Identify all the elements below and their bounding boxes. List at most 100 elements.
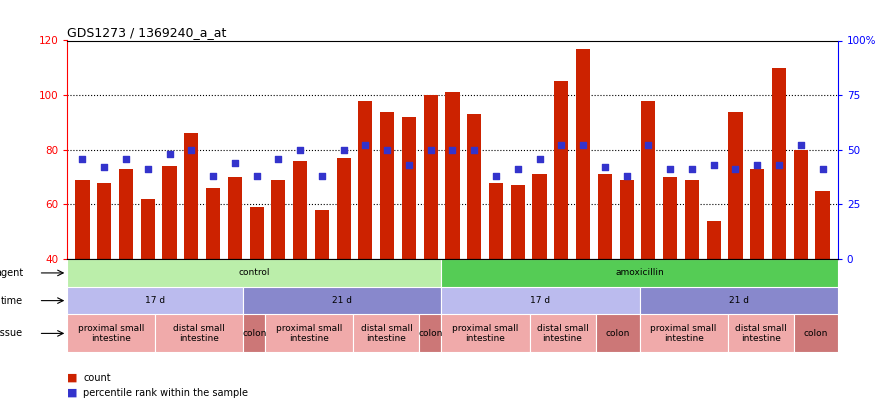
Point	[663, 166, 677, 173]
Bar	[442, 259, 838, 287]
Bar	[794, 314, 838, 352]
Point	[249, 173, 263, 179]
Text: tissue: tissue	[0, 328, 23, 339]
Point	[642, 142, 656, 149]
Point	[511, 166, 525, 173]
Point	[228, 160, 242, 166]
Text: 17 d: 17 d	[530, 296, 551, 305]
Bar	[162, 166, 177, 259]
Point	[75, 155, 90, 162]
Point	[576, 142, 590, 149]
Bar	[97, 183, 111, 259]
Text: control: control	[238, 269, 270, 277]
Point	[728, 166, 743, 173]
Point	[554, 142, 568, 149]
Point	[271, 155, 286, 162]
Point	[358, 142, 373, 149]
Bar	[794, 150, 808, 259]
Bar	[750, 169, 764, 259]
Point	[445, 147, 460, 153]
Point	[141, 166, 155, 173]
Bar	[155, 314, 244, 352]
Bar	[424, 95, 438, 259]
Text: colon: colon	[606, 329, 630, 338]
Point	[771, 162, 786, 168]
Text: amoxicillin: amoxicillin	[616, 269, 664, 277]
Text: proximal small
intestine: proximal small intestine	[78, 324, 144, 343]
Bar	[75, 180, 90, 259]
Text: distal small
intestine: distal small intestine	[735, 324, 787, 343]
Point	[467, 147, 481, 153]
Bar	[358, 100, 373, 259]
Bar	[728, 111, 743, 259]
Bar	[442, 314, 530, 352]
Text: GDS1273 / 1369240_a_at: GDS1273 / 1369240_a_at	[67, 26, 227, 39]
Bar	[728, 314, 794, 352]
Bar	[772, 68, 786, 259]
Point	[815, 166, 830, 173]
Bar	[271, 180, 286, 259]
Text: proximal small
intestine: proximal small intestine	[452, 324, 519, 343]
Point	[401, 162, 416, 168]
Bar	[555, 81, 568, 259]
Bar	[815, 191, 830, 259]
Bar	[244, 314, 265, 352]
Bar	[442, 287, 640, 314]
Text: colon: colon	[804, 329, 828, 338]
Point	[293, 147, 307, 153]
Text: 17 d: 17 d	[145, 296, 166, 305]
Bar	[228, 177, 242, 259]
Point	[424, 147, 438, 153]
Bar	[206, 188, 220, 259]
Text: percentile rank within the sample: percentile rank within the sample	[83, 388, 248, 398]
Text: distal small
intestine: distal small intestine	[537, 324, 589, 343]
Point	[162, 151, 177, 158]
Bar	[419, 314, 442, 352]
Text: 21 d: 21 d	[728, 296, 749, 305]
Bar	[265, 314, 353, 352]
Bar	[489, 183, 503, 259]
Point	[184, 147, 198, 153]
Bar	[685, 180, 699, 259]
Bar	[530, 314, 596, 352]
Bar	[380, 111, 394, 259]
Point	[707, 162, 721, 168]
Bar	[314, 210, 329, 259]
Point	[619, 173, 633, 179]
Bar	[640, 314, 728, 352]
Text: distal small
intestine: distal small intestine	[174, 324, 225, 343]
Bar	[596, 314, 640, 352]
Point	[532, 155, 547, 162]
Bar	[532, 175, 547, 259]
Point	[489, 173, 504, 179]
Bar	[402, 117, 416, 259]
Point	[337, 147, 351, 153]
Bar	[337, 158, 350, 259]
Text: colon: colon	[242, 329, 266, 338]
Text: agent: agent	[0, 268, 23, 278]
Text: proximal small
intestine: proximal small intestine	[276, 324, 342, 343]
Point	[206, 173, 220, 179]
Bar	[467, 114, 481, 259]
Bar	[619, 180, 633, 259]
Bar	[244, 287, 442, 314]
Bar	[598, 175, 612, 259]
Bar	[185, 133, 198, 259]
Bar	[67, 287, 244, 314]
Bar	[67, 259, 442, 287]
Bar	[707, 221, 720, 259]
Point	[598, 164, 612, 171]
Bar	[67, 314, 155, 352]
Text: distal small
intestine: distal small intestine	[360, 324, 412, 343]
Point	[97, 164, 111, 171]
Point	[794, 142, 808, 149]
Bar	[642, 100, 656, 259]
Point	[750, 162, 764, 168]
Bar	[119, 169, 133, 259]
Text: count: count	[83, 373, 111, 383]
Point	[119, 155, 134, 162]
Text: time: time	[1, 296, 23, 306]
Bar	[576, 49, 590, 259]
Text: ■: ■	[67, 388, 82, 398]
Bar	[445, 92, 460, 259]
